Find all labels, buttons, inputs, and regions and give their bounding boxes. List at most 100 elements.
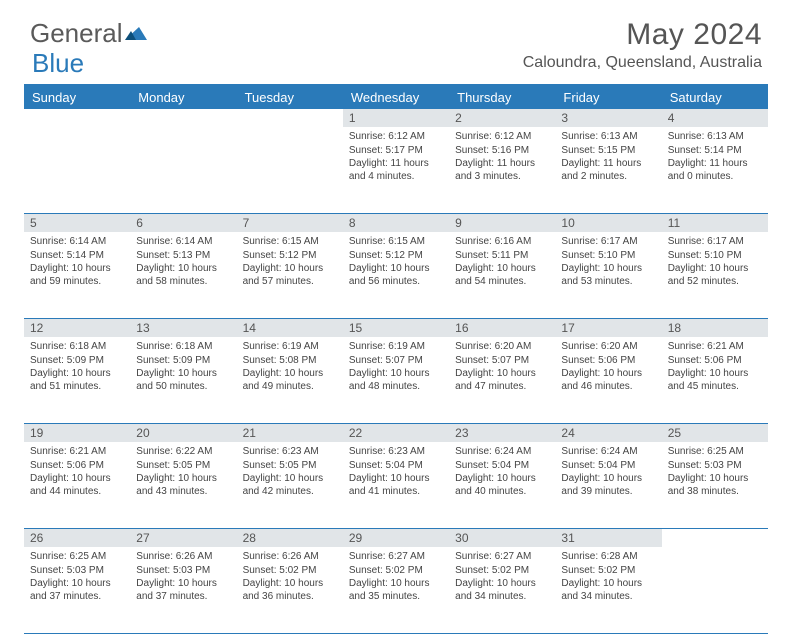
day-cell: Sunrise: 6:23 AMSunset: 5:05 PMDaylight:… [237,442,343,528]
month-title: May 2024 [523,18,762,52]
sunrise-line: Sunrise: 6:13 AM [668,131,762,144]
sunrise-line: Sunrise: 6:15 AM [349,236,443,249]
daylight-line: Daylight: 10 hours and 39 minutes. [561,473,655,498]
day-number: 23 [449,424,555,442]
dow-cell: Thursday [449,86,555,109]
day-number: 25 [662,424,768,442]
day-number: 1 [343,109,449,127]
sunset-line: Sunset: 5:04 PM [349,460,443,473]
sunrise-line: Sunrise: 6:17 AM [561,236,655,249]
day-cell: Sunrise: 6:24 AMSunset: 5:04 PMDaylight:… [449,442,555,528]
daylight-line: Daylight: 10 hours and 54 minutes. [455,263,549,288]
sunrise-line: Sunrise: 6:19 AM [349,341,443,354]
sunrise-line: Sunrise: 6:15 AM [243,236,337,249]
day-number [130,109,236,127]
day-number: 30 [449,529,555,547]
sunset-line: Sunset: 5:11 PM [455,250,549,263]
sunrise-line: Sunrise: 6:14 AM [136,236,230,249]
sunset-line: Sunset: 5:15 PM [561,145,655,158]
day-number: 16 [449,319,555,337]
sunset-line: Sunset: 5:05 PM [243,460,337,473]
sunset-line: Sunset: 5:04 PM [455,460,549,473]
day-number: 14 [237,319,343,337]
day-number: 19 [24,424,130,442]
logo-text-blue: Blue [32,48,84,79]
day-number: 2 [449,109,555,127]
day-number-row: 1234 [24,109,768,127]
day-number: 4 [662,109,768,127]
day-number: 20 [130,424,236,442]
day-cell: Sunrise: 6:14 AMSunset: 5:13 PMDaylight:… [130,232,236,318]
day-number: 29 [343,529,449,547]
day-number: 3 [555,109,661,127]
daylight-line: Daylight: 10 hours and 34 minutes. [561,578,655,603]
daylight-line: Daylight: 10 hours and 34 minutes. [455,578,549,603]
sunrise-line: Sunrise: 6:16 AM [455,236,549,249]
day-cell: Sunrise: 6:17 AMSunset: 5:10 PMDaylight:… [662,232,768,318]
title-block: May 2024 Caloundra, Queensland, Australi… [523,18,762,72]
day-cell [662,547,768,633]
sunrise-line: Sunrise: 6:28 AM [561,551,655,564]
sunset-line: Sunset: 5:10 PM [668,250,762,263]
daylight-line: Daylight: 11 hours and 3 minutes. [455,158,549,183]
sunset-line: Sunset: 5:09 PM [136,355,230,368]
day-cell: Sunrise: 6:20 AMSunset: 5:07 PMDaylight:… [449,337,555,423]
sunrise-line: Sunrise: 6:19 AM [243,341,337,354]
day-cell: Sunrise: 6:18 AMSunset: 5:09 PMDaylight:… [24,337,130,423]
day-cell [237,127,343,213]
day-cell: Sunrise: 6:13 AMSunset: 5:15 PMDaylight:… [555,127,661,213]
sunrise-line: Sunrise: 6:27 AM [349,551,443,564]
sunset-line: Sunset: 5:06 PM [30,460,124,473]
sunrise-line: Sunrise: 6:12 AM [349,131,443,144]
day-number: 21 [237,424,343,442]
dow-cell: Sunday [24,86,130,109]
day-number: 17 [555,319,661,337]
daylight-line: Daylight: 10 hours and 48 minutes. [349,368,443,393]
daylight-line: Daylight: 11 hours and 2 minutes. [561,158,655,183]
sunset-line: Sunset: 5:03 PM [30,565,124,578]
day-cell: Sunrise: 6:28 AMSunset: 5:02 PMDaylight:… [555,547,661,633]
day-number-row: 19202122232425 [24,424,768,442]
day-number: 24 [555,424,661,442]
day-cell: Sunrise: 6:12 AMSunset: 5:17 PMDaylight:… [343,127,449,213]
dow-cell: Friday [555,86,661,109]
day-number: 31 [555,529,661,547]
sunset-line: Sunset: 5:10 PM [561,250,655,263]
day-cell: Sunrise: 6:19 AMSunset: 5:08 PMDaylight:… [237,337,343,423]
sunset-line: Sunset: 5:07 PM [455,355,549,368]
sunrise-line: Sunrise: 6:13 AM [561,131,655,144]
sunrise-line: Sunrise: 6:21 AM [30,446,124,459]
day-number: 28 [237,529,343,547]
sunset-line: Sunset: 5:14 PM [30,250,124,263]
day-number [24,109,130,127]
day-number: 18 [662,319,768,337]
sunset-line: Sunset: 5:04 PM [561,460,655,473]
daylight-line: Daylight: 10 hours and 36 minutes. [243,578,337,603]
sunrise-line: Sunrise: 6:26 AM [243,551,337,564]
week-row: Sunrise: 6:18 AMSunset: 5:09 PMDaylight:… [24,337,768,424]
day-number: 8 [343,214,449,232]
day-cell: Sunrise: 6:19 AMSunset: 5:07 PMDaylight:… [343,337,449,423]
day-number: 27 [130,529,236,547]
sunset-line: Sunset: 5:16 PM [455,145,549,158]
day-number: 13 [130,319,236,337]
sunset-line: Sunset: 5:12 PM [349,250,443,263]
sunset-line: Sunset: 5:03 PM [136,565,230,578]
day-cell: Sunrise: 6:21 AMSunset: 5:06 PMDaylight:… [662,337,768,423]
location: Caloundra, Queensland, Australia [523,54,762,72]
daylight-line: Daylight: 10 hours and 40 minutes. [455,473,549,498]
daylight-line: Daylight: 10 hours and 43 minutes. [136,473,230,498]
daylight-line: Daylight: 10 hours and 56 minutes. [349,263,443,288]
logo-text-general: General [30,18,123,49]
sunrise-line: Sunrise: 6:24 AM [561,446,655,459]
day-cell [24,127,130,213]
day-cell [130,127,236,213]
daylight-line: Daylight: 10 hours and 37 minutes. [136,578,230,603]
day-number [662,529,768,547]
logo: General [30,18,151,49]
sunset-line: Sunset: 5:02 PM [561,565,655,578]
day-cell: Sunrise: 6:20 AMSunset: 5:06 PMDaylight:… [555,337,661,423]
sunrise-line: Sunrise: 6:14 AM [30,236,124,249]
day-number [237,109,343,127]
dow-cell: Saturday [662,86,768,109]
